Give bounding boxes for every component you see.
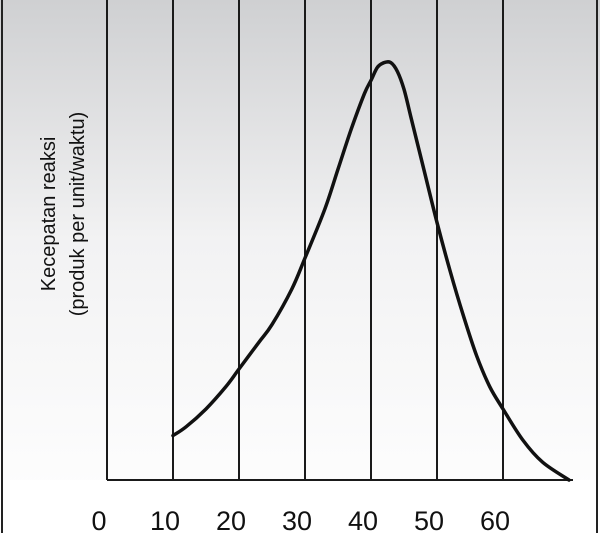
x-tick-label-50: 50 [414, 506, 444, 533]
x-tick-label-60: 60 [480, 506, 510, 533]
x-tick-label-10: 10 [150, 506, 180, 533]
x-tick-label-30: 30 [282, 506, 312, 533]
lower-background [0, 480, 600, 533]
axes [106, 0, 573, 481]
x-tick-labels: 0 10 20 30 40 50 60 [91, 506, 510, 533]
series-layer [171, 60, 571, 482]
y-axis-label-line2: (produk per unit/waktu) [67, 112, 89, 317]
x-tick-label-40: 40 [348, 506, 378, 533]
x-tick-label-20: 20 [216, 506, 246, 533]
y-axis-label-line1: Kecepatan reaksi [38, 137, 60, 292]
x-tick-label-0: 0 [91, 506, 106, 533]
reaction-rate-curve [171, 60, 571, 482]
